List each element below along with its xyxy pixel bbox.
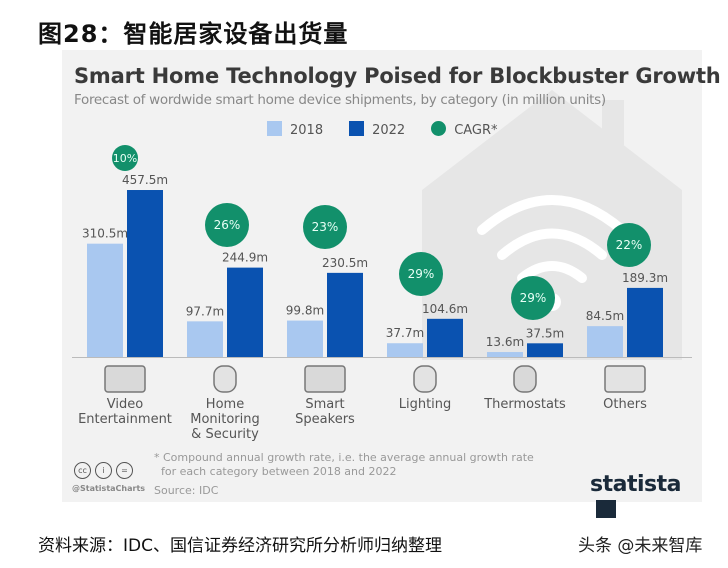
data-label: 97.7m	[186, 304, 224, 318]
cagr-label: 29%	[520, 291, 547, 305]
shield-lock-icon	[213, 365, 237, 393]
legend-cagr: CAGR*	[431, 121, 498, 138]
footnote: * Compound annual growth rate, i.e. the …	[154, 451, 534, 478]
cagr-bubble	[303, 205, 347, 249]
cagr-label: 22%	[616, 238, 643, 252]
license-icons: cc i =	[74, 462, 133, 479]
nd-icon: =	[116, 462, 133, 479]
cagr-label: 10%	[113, 152, 137, 165]
chart-panel: 310.5m 457.5m 10% 97.7m 244.9m 26% 99.8m 230.5m…	[62, 50, 721, 518]
bar-2022	[427, 318, 463, 357]
wifi-decoration	[477, 195, 627, 283]
cagr-bubble	[112, 145, 138, 171]
cagr-bubble	[205, 203, 249, 247]
thermometer-icon	[513, 365, 537, 393]
bar-2022	[327, 272, 363, 357]
cc-icon: cc	[74, 462, 91, 479]
house-decoration	[422, 90, 682, 360]
chart-subtitle: Forecast of wordwide smart home device s…	[74, 92, 606, 108]
data-label: 457.5m	[122, 173, 168, 187]
data-label: 189.3m	[622, 271, 668, 285]
data-label: 84.5m	[586, 309, 624, 323]
cagr-bubble	[511, 276, 555, 320]
bar-2022	[127, 190, 163, 357]
by-icon: i	[95, 462, 112, 479]
data-label: 13.6m	[486, 335, 524, 349]
data-label: 37.5m	[526, 326, 564, 340]
cagr-label: 23%	[312, 220, 339, 234]
source: Source: IDC	[154, 484, 219, 497]
data-label: 244.9m	[222, 251, 268, 265]
cagr-bubble	[399, 252, 443, 296]
data-label: 310.5m	[82, 227, 128, 241]
cagr-label: 29%	[408, 267, 435, 281]
statista-logo: statista	[590, 472, 702, 522]
legend-2018: 2018	[267, 121, 323, 138]
lightbulb-icon	[413, 365, 437, 393]
bar-2018	[287, 320, 323, 357]
category-label: Video Entertainment	[78, 397, 172, 427]
category-label: Lighting	[398, 397, 452, 412]
data-label: 104.6m	[422, 302, 468, 316]
watermark: 头条 @未来智库	[578, 536, 703, 556]
bar-2018	[387, 343, 423, 357]
figure-title: 图28：智能居家设备出货量	[38, 20, 349, 48]
bar-2018	[587, 326, 623, 357]
category-label: Home Monitoring & Security	[190, 397, 260, 442]
cagr-bubble	[607, 223, 651, 267]
cagr-label: 26%	[214, 218, 241, 232]
data-label: 99.8m	[286, 304, 324, 318]
handle: @StatistaCharts	[72, 484, 146, 493]
category-label: Smart Speakers	[295, 397, 355, 427]
tv-icon	[104, 365, 146, 393]
data-label: 230.5m	[322, 256, 368, 270]
category-label: Others	[603, 397, 647, 412]
bar-2022	[627, 287, 663, 357]
chart-svg: 310.5m 457.5m 10% 97.7m 244.9m 26% 99.8m 230.5m…	[72, 90, 692, 393]
bar-2022	[227, 267, 263, 357]
bar-2022	[527, 343, 563, 357]
bar-2018	[87, 243, 123, 357]
bar-2018	[487, 352, 523, 357]
legend-2022: 2022	[349, 121, 405, 138]
legend: 2018 2022 CAGR*	[267, 121, 498, 138]
speaker-icon	[304, 365, 346, 393]
appliance-icon	[604, 365, 646, 393]
category-label: Thermostats	[484, 397, 566, 412]
data-label: 37.7m	[386, 326, 424, 340]
chart-title: Smart Home Technology Poised for Blockbu…	[74, 64, 721, 88]
bar-2018	[187, 321, 223, 357]
source-line: 资料来源：IDC、国信证券经济研究所分析师归纳整理	[38, 536, 442, 556]
